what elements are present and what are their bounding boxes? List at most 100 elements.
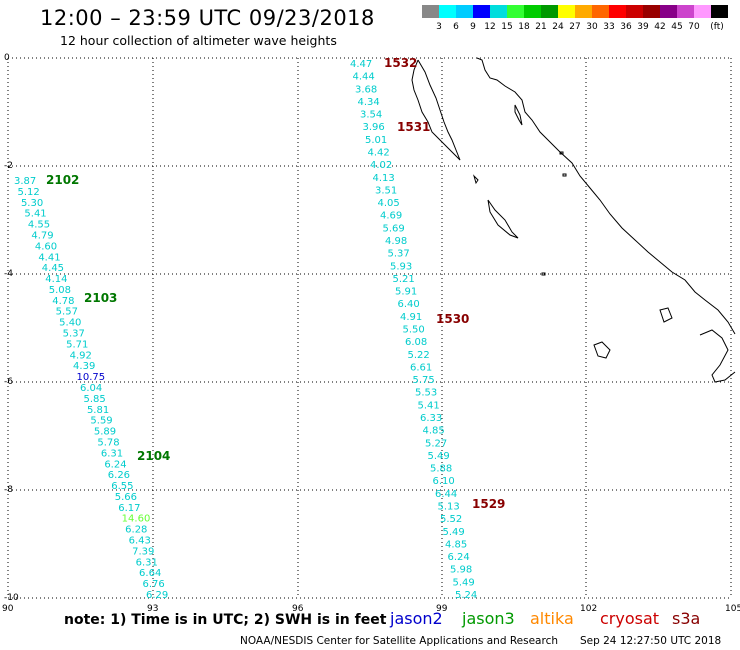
- legend-swatch: [456, 5, 473, 18]
- legend-label: 70: [688, 22, 700, 32]
- map-grid: [7, 57, 732, 599]
- wave-height-value: 5.85: [83, 394, 105, 405]
- wave-height-value: 3.96: [363, 122, 385, 133]
- wave-height-value: 5.41: [418, 400, 440, 411]
- wave-height-value: 4.39: [73, 361, 95, 372]
- header-subtitle: 12 hour collection of altimeter wave hei…: [60, 33, 337, 48]
- wave-height-value: 5.66: [115, 492, 137, 503]
- wave-height-value: 4.78: [52, 296, 74, 307]
- wave-height-value: 5.91: [395, 287, 417, 298]
- legend-swatch: [626, 5, 643, 18]
- wave-height-value: 7.39: [132, 546, 154, 557]
- legend-label: 3: [436, 22, 442, 32]
- wave-height-value: 6.33: [420, 413, 442, 424]
- y-tick-label: -6: [4, 377, 13, 387]
- satellite-name: s3a: [672, 609, 701, 628]
- wave-height-value: 5.81: [87, 405, 109, 416]
- legend-label: 24: [552, 22, 564, 32]
- wave-height-value: 6.40: [398, 299, 420, 310]
- wave-height-value: 4.69: [380, 211, 402, 222]
- legend-label: 9: [470, 22, 476, 32]
- pass-time-label: 2104: [137, 449, 170, 463]
- wave-height-value: 5.71: [66, 339, 88, 350]
- altimeter-tracks: 3.875.125.305.414.554.794.604.414.454.14…: [14, 56, 505, 601]
- legend-swatch: [490, 5, 507, 18]
- wave-height-value: 4.92: [70, 350, 92, 361]
- wave-height-value: 5.78: [97, 437, 119, 448]
- wave-height-value: 4.91: [400, 312, 422, 323]
- legend-swatch: [524, 5, 541, 18]
- wave-height-value: 5.21: [393, 274, 415, 285]
- wave-height-value: 4.47: [350, 59, 372, 70]
- satellite-name: jason2: [390, 609, 443, 628]
- x-tick-label: 99: [436, 604, 448, 614]
- satellite-name: jason3: [462, 609, 515, 628]
- wave-height-value: 5.12: [17, 187, 39, 198]
- wave-height-value: 6.10: [433, 476, 455, 487]
- wave-height-value: 6.04: [80, 383, 102, 394]
- legend-swatch: [677, 5, 694, 18]
- wave-height-value: 5.13: [438, 502, 460, 513]
- wave-height-value: 5.53: [415, 388, 437, 399]
- x-tick-label: 90: [2, 604, 14, 614]
- y-tick-label: -2: [4, 161, 13, 171]
- pass-time-label: 1529: [472, 497, 505, 511]
- wave-height-value: 4.13: [373, 173, 395, 184]
- pass-time-label: 1531: [397, 120, 430, 134]
- wave-height-value: 5.49: [443, 527, 465, 538]
- wave-height-value: 5.49: [453, 577, 475, 588]
- legend-swatch: [541, 5, 558, 18]
- pass-time-label: 2103: [84, 291, 117, 305]
- wave-height-value: 5.52: [440, 514, 462, 525]
- wave-height-value: 5.08: [49, 285, 71, 296]
- wave-height-value: 6.31: [101, 448, 123, 459]
- wave-height-value: 5.22: [408, 350, 430, 361]
- wave-height-value: 5.69: [383, 223, 405, 234]
- x-tick-label: 105: [725, 604, 740, 614]
- wave-height-value: 4.85: [423, 426, 445, 437]
- wave-height-value: 6.31: [136, 557, 158, 568]
- wave-height-value: 3.87: [14, 176, 36, 187]
- legend-swatch: [558, 5, 575, 18]
- wave-height-value: 6.24: [448, 552, 470, 563]
- y-tick-label: -10: [4, 593, 19, 603]
- wave-height-value: 6.64: [139, 568, 161, 579]
- wave-height-value: 5.37: [63, 329, 85, 340]
- wave-height-value: 6.61: [410, 362, 432, 373]
- legend-swatch: [575, 5, 592, 18]
- legend-label: 39: [637, 22, 649, 32]
- legend-label: 12: [484, 22, 496, 32]
- legend-label: 36: [620, 22, 632, 32]
- legend-swatch: [694, 5, 711, 18]
- wave-height-value: 5.93: [390, 261, 412, 272]
- coastline: [411, 57, 736, 383]
- x-tick-label: 102: [580, 604, 597, 614]
- pass-time-label: 1530: [436, 312, 469, 326]
- legend-label: 45: [671, 22, 683, 32]
- wave-height-value: 6.29: [146, 590, 168, 601]
- legend-label: (ft): [710, 22, 724, 32]
- wave-height-value: 4.79: [31, 230, 53, 241]
- wave-height-value: 6.28: [125, 525, 147, 536]
- wave-height-value: 5.88: [430, 464, 452, 475]
- x-tick-label: 93: [147, 604, 158, 614]
- legend-swatch: [609, 5, 626, 18]
- wave-height-value: 6.26: [108, 470, 130, 481]
- y-tick-label: 0: [4, 53, 10, 63]
- y-tick-label: -8: [4, 485, 13, 495]
- wave-height-value: 5.40: [59, 318, 81, 329]
- wave-height-value: 4.85: [445, 539, 467, 550]
- satellite-name: cryosat: [600, 609, 660, 628]
- legend-label: 18: [518, 22, 530, 32]
- wave-height-value: 4.98: [385, 236, 407, 247]
- generated-timestamp: Sep 24 12:27:50 UTC 2018: [580, 635, 722, 647]
- wave-height-value: 5.01: [365, 135, 387, 146]
- wave-height-value: 5.37: [388, 249, 410, 260]
- legend-label: 27: [569, 22, 581, 32]
- legend-label: 33: [603, 22, 615, 32]
- legend-swatch: [592, 5, 609, 18]
- wave-height-value: 3.54: [360, 110, 382, 121]
- wave-height-value: 5.75: [413, 375, 435, 386]
- legend-swatch: [473, 5, 490, 18]
